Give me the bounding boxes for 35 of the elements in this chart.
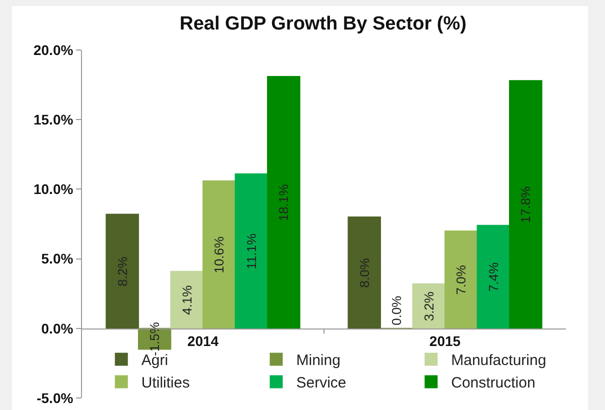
data-label: 18.1% [276, 184, 292, 222]
bar [267, 76, 300, 329]
legend-label: Utilities [141, 374, 190, 392]
data-label: 7.4% [486, 262, 501, 292]
y-tick-label: 5.0% [41, 250, 74, 267]
bar [106, 214, 139, 329]
y-tick-label: 0.0% [41, 320, 74, 336]
bar [170, 270, 204, 329]
data-label: 0.0% [389, 295, 404, 326]
data-label: 3.2% [421, 291, 436, 322]
y-tick-label: 15.0% [33, 112, 74, 128]
bar [202, 180, 236, 329]
legend-label: Construction [451, 374, 536, 392]
data-label: 4.1% [179, 284, 194, 315]
legend-label: Service [296, 374, 346, 392]
data-label: 8.2% [114, 256, 130, 286]
x-tick-label: 2014 [187, 333, 219, 350]
data-label: 8.0% [356, 258, 372, 288]
legend-label: Manufacturing [451, 352, 546, 370]
x-tick-label: 2015 [429, 333, 461, 350]
chart-title: Real GDP Growth By Sector (%) [180, 13, 466, 34]
legend-label: Mining [296, 352, 340, 370]
bar [234, 173, 268, 329]
bar [348, 216, 381, 329]
data-label: 11.1% [244, 232, 259, 270]
data-label: 7.0% [454, 264, 469, 295]
y-tick-label: 10.0% [33, 181, 74, 198]
data-label: -1.5% [147, 322, 162, 356]
data-label: 10.6% [212, 236, 227, 274]
y-tick-label: -5.0% [36, 390, 74, 406]
bar [444, 230, 478, 329]
data-label: 17.8% [518, 186, 534, 224]
bar [476, 224, 510, 329]
bar [509, 80, 542, 329]
y-tick-label: 20.0% [33, 42, 74, 58]
